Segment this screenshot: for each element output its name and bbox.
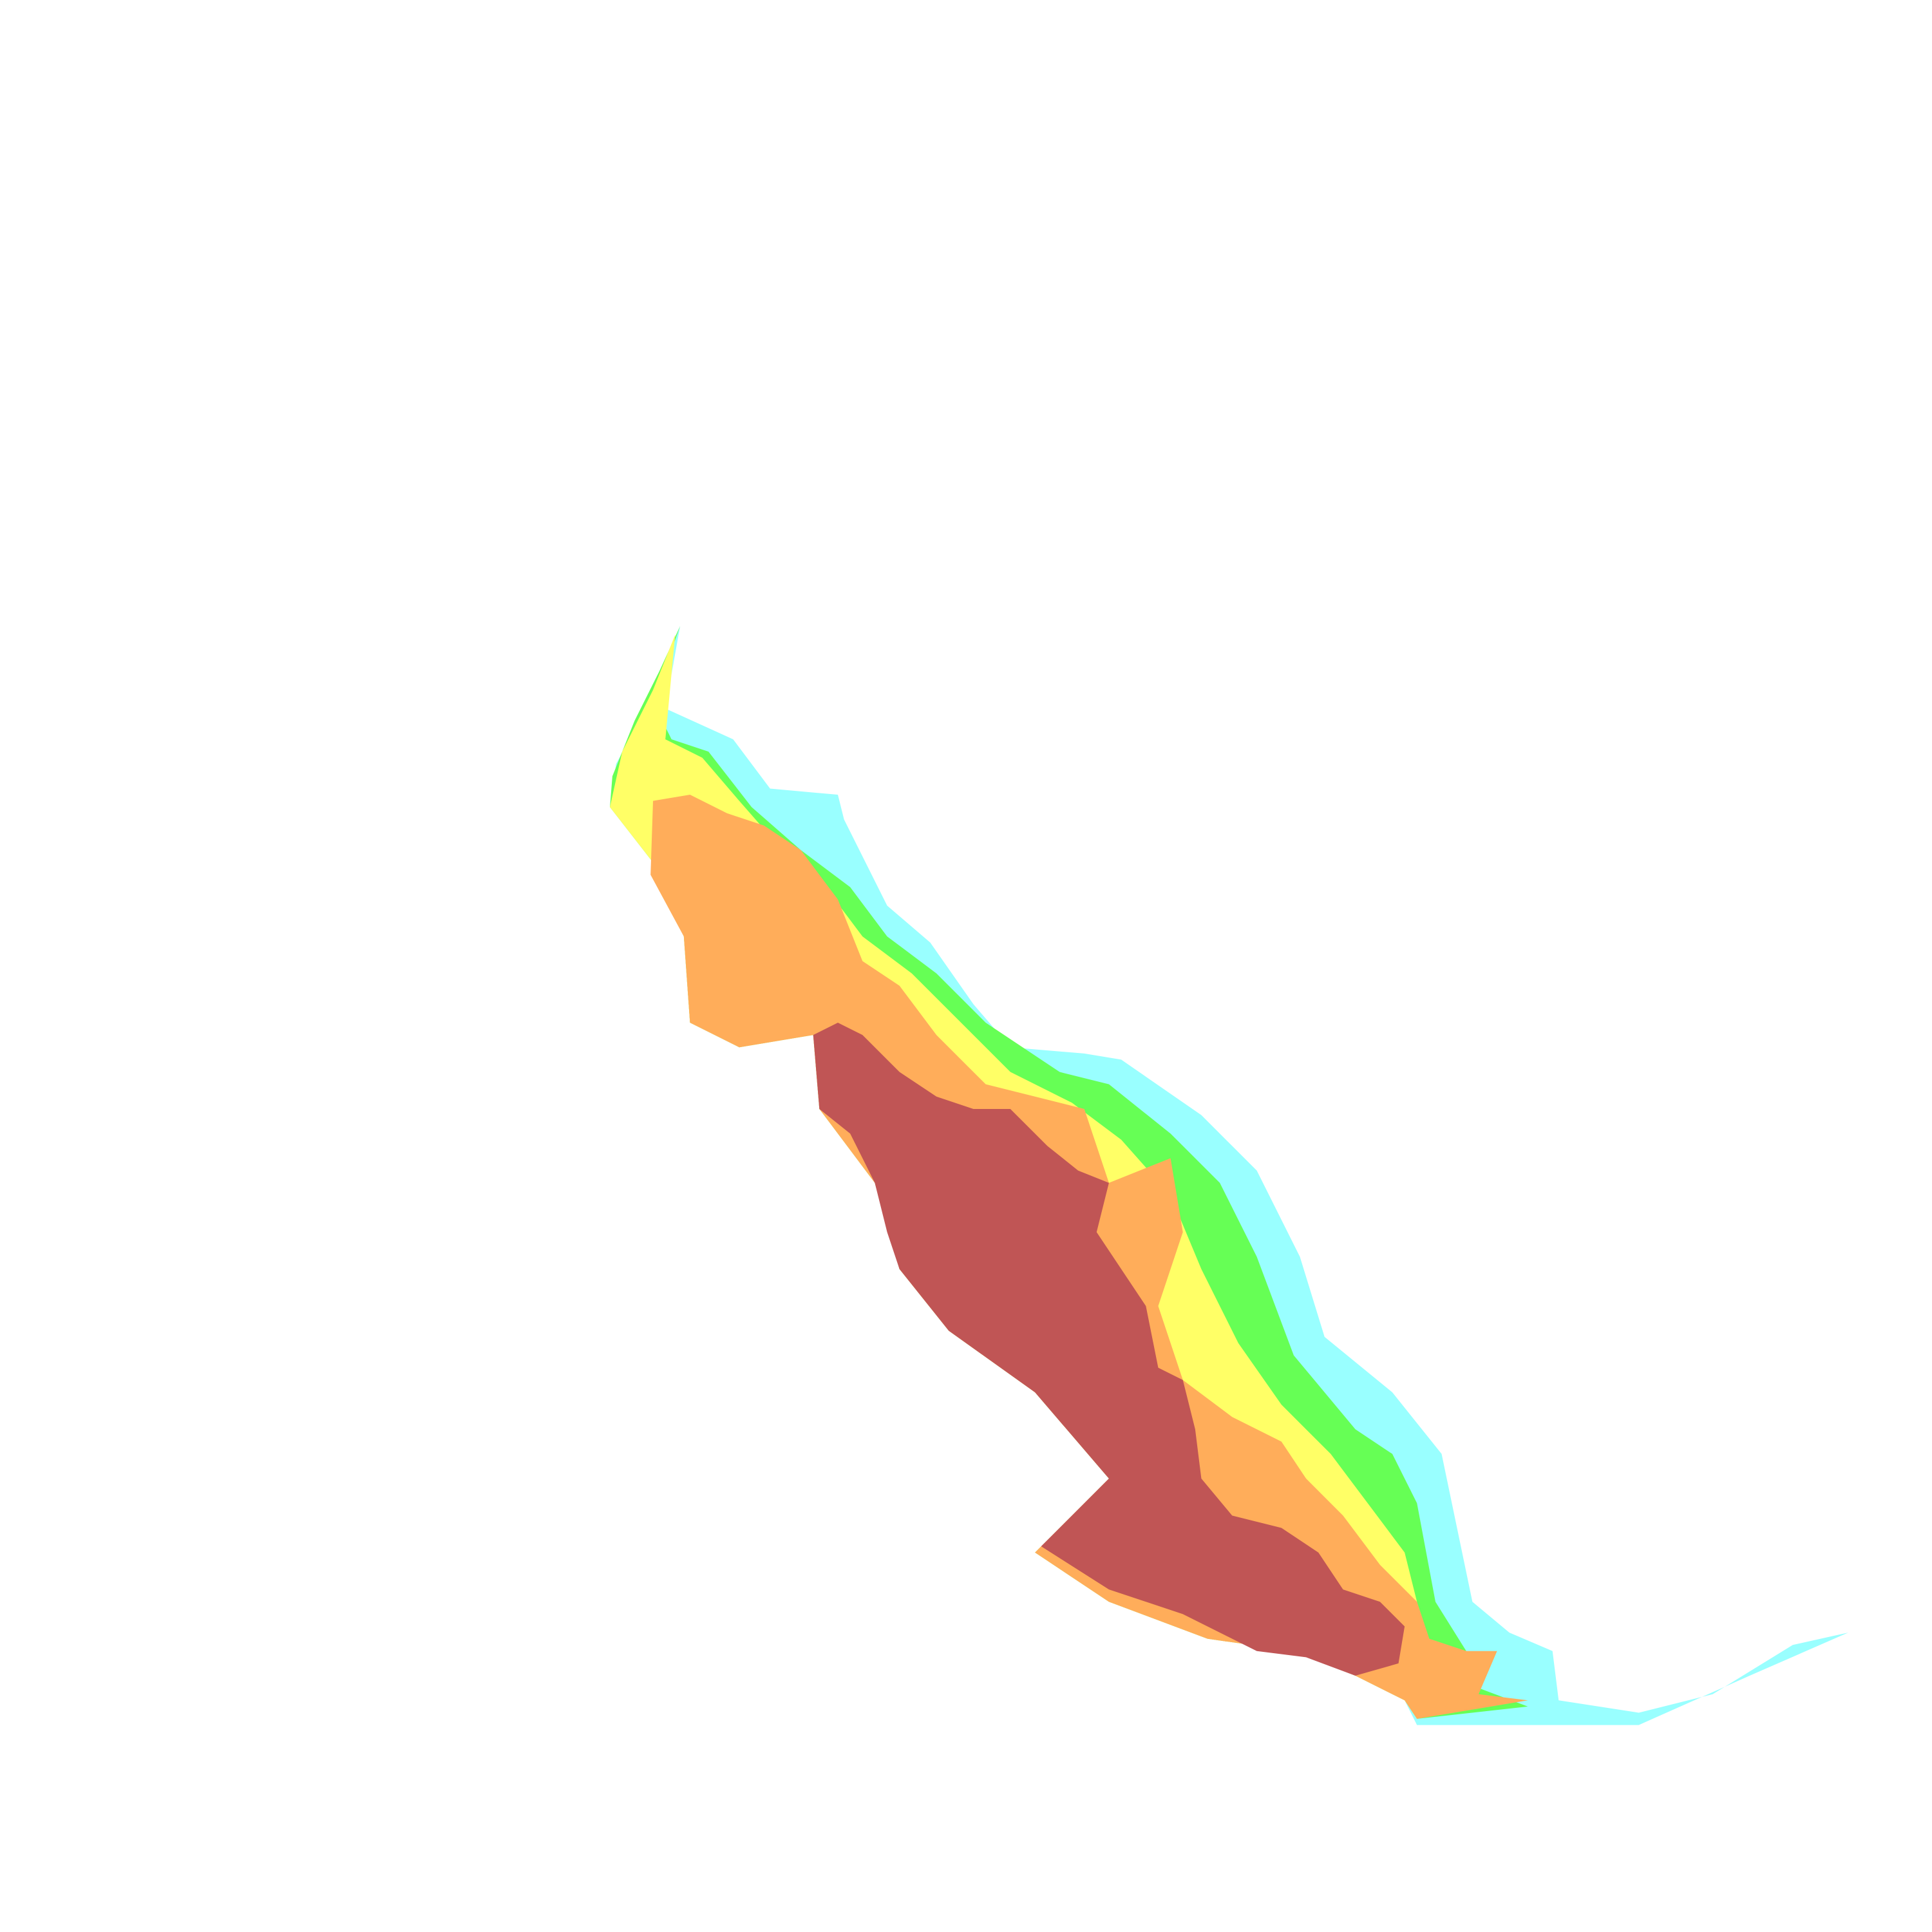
zone-1-cyan bbox=[610, 625, 1848, 1725]
zone-5-red bbox=[813, 1023, 1405, 1676]
